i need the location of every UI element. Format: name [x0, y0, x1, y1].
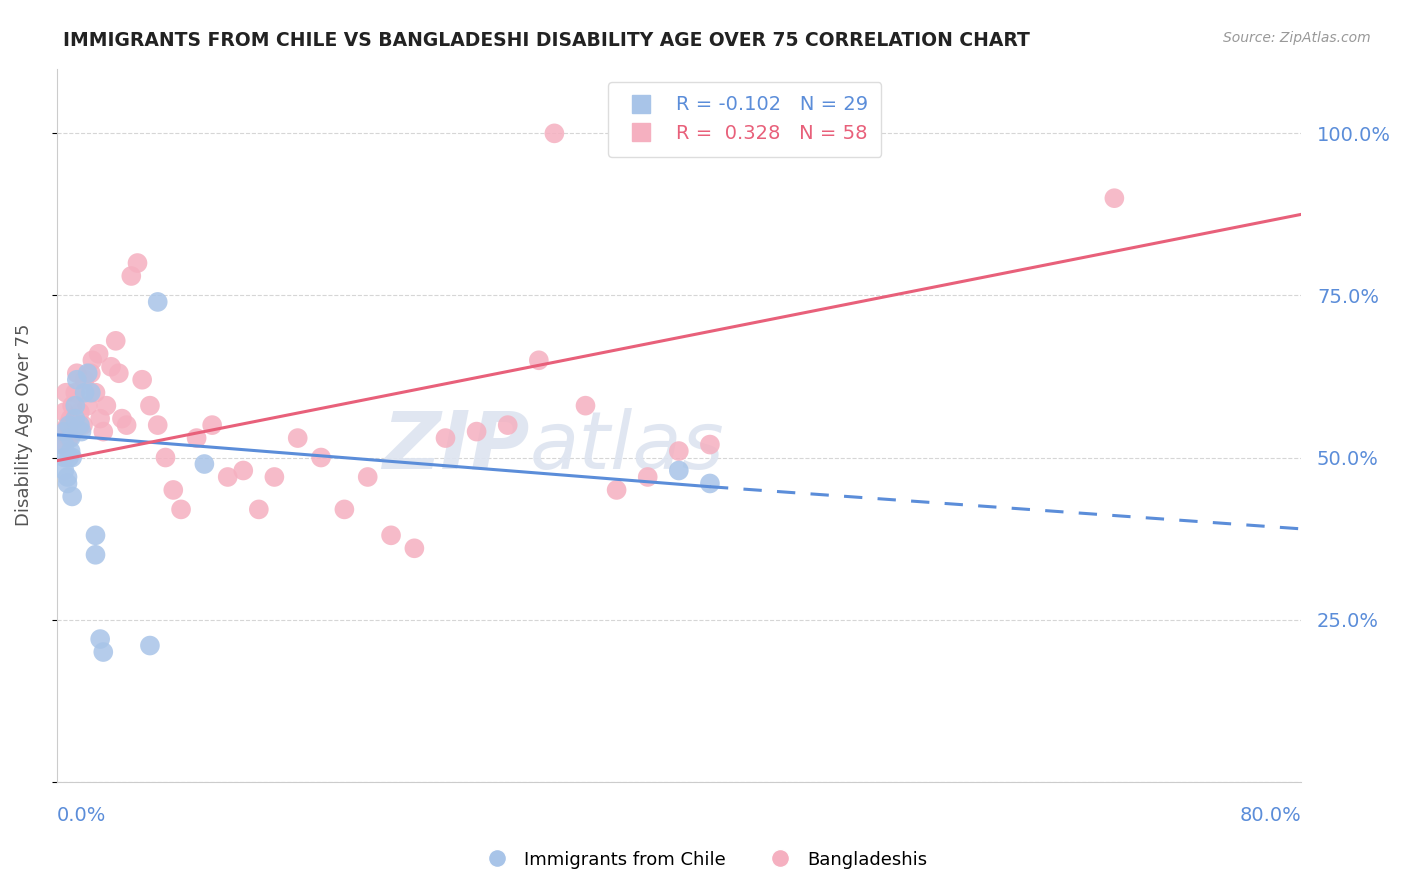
- Point: [80, 366, 103, 380]
- Point: [139, 639, 162, 653]
- Point: [380, 528, 402, 542]
- Point: [70, 425, 93, 439]
- Point: [84, 528, 107, 542]
- Legend: R = -0.102   N = 29, R =  0.328   N = 58: R = -0.102 N = 29, R = 0.328 N = 58: [607, 82, 882, 157]
- Point: [699, 476, 721, 491]
- Point: [65, 411, 87, 425]
- Point: [201, 418, 224, 433]
- Point: [73, 373, 96, 387]
- Point: [66, 366, 89, 380]
- Point: [193, 457, 215, 471]
- Point: [404, 541, 426, 556]
- Text: Source: ZipAtlas.com: Source: ZipAtlas.com: [1223, 31, 1371, 45]
- Point: [73, 385, 96, 400]
- Point: [51, 437, 73, 451]
- Point: [84, 385, 107, 400]
- Text: ZIP: ZIP: [382, 408, 530, 485]
- Point: [496, 418, 519, 433]
- Point: [52, 425, 75, 439]
- Point: [543, 127, 565, 141]
- Point: [59, 411, 82, 425]
- Point: [186, 431, 208, 445]
- Point: [59, 431, 82, 445]
- Point: [287, 431, 309, 445]
- Point: [333, 502, 356, 516]
- Point: [84, 548, 107, 562]
- Point: [55, 385, 77, 400]
- Point: [139, 399, 162, 413]
- Point: [76, 366, 98, 380]
- Legend: Immigrants from Chile, Bangladeshis: Immigrants from Chile, Bangladeshis: [471, 844, 935, 876]
- Text: atlas: atlas: [530, 408, 724, 485]
- Point: [1104, 191, 1126, 205]
- Point: [131, 373, 153, 387]
- Point: [53, 437, 76, 451]
- Y-axis label: Disability Age Over 75: Disability Age Over 75: [15, 324, 32, 526]
- Point: [80, 385, 103, 400]
- Text: 0.0%: 0.0%: [56, 806, 105, 825]
- Point: [96, 399, 118, 413]
- Point: [69, 418, 91, 433]
- Point: [162, 483, 184, 497]
- Point: [65, 399, 87, 413]
- Point: [53, 450, 76, 465]
- Point: [65, 385, 87, 400]
- Point: [155, 450, 177, 465]
- Point: [100, 359, 122, 374]
- Point: [574, 399, 596, 413]
- Point: [69, 405, 91, 419]
- Point: [108, 366, 131, 380]
- Point: [434, 431, 457, 445]
- Point: [115, 418, 138, 433]
- Point: [76, 399, 98, 413]
- Point: [58, 431, 80, 445]
- Point: [120, 268, 142, 283]
- Point: [91, 425, 114, 439]
- Point: [232, 463, 254, 477]
- Point: [91, 645, 114, 659]
- Point: [668, 463, 690, 477]
- Point: [127, 256, 149, 270]
- Point: [465, 425, 488, 439]
- Point: [357, 470, 380, 484]
- Point: [668, 444, 690, 458]
- Point: [637, 470, 659, 484]
- Point: [53, 425, 76, 439]
- Point: [72, 418, 94, 433]
- Point: [59, 444, 82, 458]
- Point: [263, 470, 285, 484]
- Point: [60, 399, 83, 413]
- Point: [56, 470, 79, 484]
- Text: 80.0%: 80.0%: [1239, 806, 1301, 825]
- Point: [58, 418, 80, 433]
- Point: [56, 476, 79, 491]
- Point: [527, 353, 550, 368]
- Point: [111, 411, 134, 425]
- Text: IMMIGRANTS FROM CHILE VS BANGLADESHI DISABILITY AGE OVER 75 CORRELATION CHART: IMMIGRANTS FROM CHILE VS BANGLADESHI DIS…: [63, 31, 1031, 50]
- Point: [606, 483, 628, 497]
- Point: [60, 490, 83, 504]
- Point: [247, 502, 270, 516]
- Point: [104, 334, 127, 348]
- Point: [62, 425, 84, 439]
- Point: [60, 450, 83, 465]
- Point: [66, 373, 89, 387]
- Point: [146, 294, 169, 309]
- Point: [309, 450, 332, 465]
- Point: [170, 502, 193, 516]
- Point: [53, 405, 76, 419]
- Point: [82, 353, 104, 368]
- Point: [146, 418, 169, 433]
- Point: [699, 437, 721, 451]
- Point: [53, 463, 76, 477]
- Point: [89, 632, 111, 646]
- Point: [87, 347, 110, 361]
- Point: [89, 411, 111, 425]
- Point: [217, 470, 239, 484]
- Point: [56, 418, 79, 433]
- Point: [58, 450, 80, 465]
